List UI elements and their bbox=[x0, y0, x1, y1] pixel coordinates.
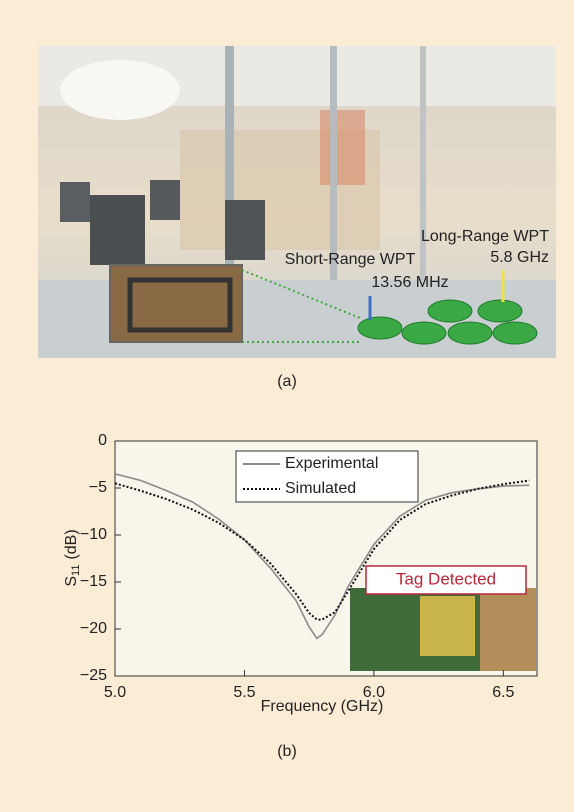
legend bbox=[235, 450, 419, 503]
label: 5.8 GHz bbox=[490, 249, 549, 266]
label: Long-Range WPT bbox=[421, 228, 549, 245]
y-label: S bbox=[63, 576, 80, 587]
label: 13.56 MHz bbox=[371, 274, 448, 291]
x-tick-label: 5.5 bbox=[233, 684, 255, 701]
label: Short-Range WPT bbox=[285, 251, 416, 268]
series-line bbox=[114, 473, 530, 640]
y-tick-label: −15 bbox=[80, 573, 107, 590]
x-tick-label: 6.5 bbox=[492, 684, 514, 701]
y-tick-label: −25 bbox=[80, 667, 107, 684]
y-tick-label: 0 bbox=[98, 432, 107, 449]
inset-photo bbox=[350, 588, 536, 671]
y-tick-label: −5 bbox=[89, 479, 107, 496]
annotation: Tag Detected bbox=[396, 569, 496, 588]
y-axis-label: S11 (dB) bbox=[63, 529, 82, 586]
x-tick-label: 5.0 bbox=[104, 684, 126, 701]
y-tick-label: −10 bbox=[80, 526, 107, 543]
legend-label: Simulated bbox=[285, 480, 356, 497]
y-label-sub: 11 bbox=[70, 565, 82, 576]
caption: (b) bbox=[277, 743, 297, 760]
x-axis-label: Frequency (GHz) bbox=[261, 698, 384, 715]
y-tick-label: −20 bbox=[80, 620, 107, 637]
x-tick-label: 6.0 bbox=[363, 684, 385, 701]
legend-label: Experimental bbox=[285, 455, 378, 472]
caption: (a) bbox=[277, 373, 297, 390]
photo-a: Long-Range WPT 5.8 GHz Short-Range WPT 1… bbox=[38, 46, 556, 358]
annotation-box bbox=[365, 565, 527, 595]
y-label-unit: (dB) bbox=[63, 529, 80, 559]
series-line bbox=[114, 479, 530, 621]
